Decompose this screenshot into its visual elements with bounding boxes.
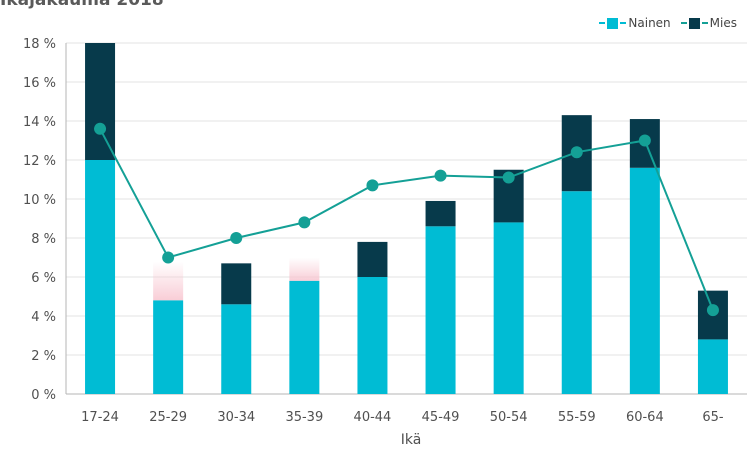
bar-mies — [425, 200, 456, 227]
line-point — [366, 179, 379, 192]
x-tick-label: 65- — [702, 410, 724, 425]
line-point — [502, 171, 515, 184]
line-series — [94, 122, 719, 317]
legend-swatch-nainen — [607, 17, 619, 29]
x-tick-label: 55-59 — [558, 410, 596, 425]
bar-nainen — [357, 277, 388, 394]
legend-item-mies[interactable]: Mies — [680, 16, 737, 30]
y-tick-label: 12 % — [23, 154, 56, 169]
line-point — [434, 169, 447, 182]
x-axis-label: Ikä — [401, 432, 422, 448]
x-tick-label: 40-44 — [354, 410, 392, 425]
bar-mies — [357, 241, 388, 277]
legend-line-swatch — [701, 22, 708, 24]
y-tick-label: 14 % — [23, 115, 56, 130]
legend-item-nainen[interactable]: Nainen — [599, 16, 671, 30]
bar-nainen — [629, 167, 660, 394]
legend-line-swatch — [620, 22, 627, 24]
x-tick-label: 50-54 — [490, 410, 528, 425]
x-tick-label: 45-49 — [422, 410, 460, 425]
bar-placeholder — [153, 261, 184, 301]
line-series-path — [99, 128, 714, 311]
x-tick-label: 25-29 — [149, 410, 187, 425]
y-tick-label: 2 % — [31, 349, 56, 364]
bar-nainen — [561, 191, 592, 394]
y-tick-label: 18 % — [23, 37, 56, 52]
y-tick-label: 10 % — [23, 193, 56, 208]
y-tick-label: 16 % — [23, 76, 56, 91]
line-point — [162, 251, 175, 264]
line-point — [230, 232, 243, 244]
line-point — [638, 134, 651, 147]
legend: Nainen Mies — [599, 16, 737, 30]
line-point — [94, 122, 107, 135]
bar-nainen — [697, 339, 728, 394]
y-tick-label: 8 % — [31, 232, 56, 247]
legend-line-swatch — [680, 22, 687, 24]
bar-nainen — [425, 226, 456, 394]
bar-mies — [221, 263, 252, 305]
x-tick-label: 35-39 — [285, 410, 323, 425]
legend-line-swatch — [599, 22, 606, 24]
x-tick-label: 30-34 — [217, 410, 255, 425]
y-tick-label: 6 % — [31, 271, 56, 286]
bar-nainen — [153, 300, 184, 394]
bar-nainen — [85, 160, 116, 394]
line-point — [570, 146, 583, 159]
bar-nainen — [221, 304, 252, 394]
line-point — [706, 304, 719, 317]
bar-nainen — [493, 222, 524, 394]
x-axis-ticks: 17-24 25-29 30-34 35-39 40-44 45-49 50-54 55-59… — [81, 410, 724, 425]
x-tick-label: 60-64 — [626, 410, 664, 425]
y-axis-ticks: 0 % 2 % 4 % 6 % 8 % 10 % 12 % 14 % 16 % 18 % — [23, 37, 56, 403]
legend-swatch-mies — [688, 17, 700, 29]
bar-mies — [85, 43, 116, 160]
x-tick-label: 17-24 — [81, 410, 119, 425]
chart-title: Ikäjakauma 2018 — [0, 0, 164, 10]
legend-label-nainen: Nainen — [628, 16, 671, 30]
bar-nainen — [289, 280, 320, 394]
y-tick-label: 4 % — [31, 310, 56, 325]
bars — [85, 43, 728, 394]
y-tick-label: 0 % — [31, 388, 56, 403]
line-point — [298, 216, 311, 229]
legend-label-mies: Mies — [709, 16, 737, 30]
bar-placeholder — [289, 257, 320, 281]
